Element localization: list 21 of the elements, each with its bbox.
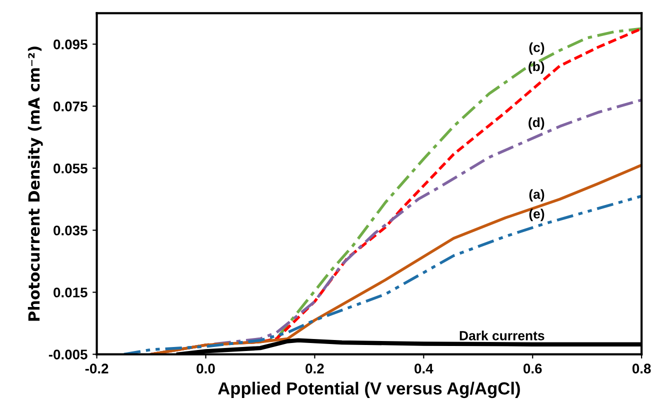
series-label: (b) [528,61,544,74]
x-tick-label: 0.8 [632,364,651,374]
x-tick-label: 0.6 [524,364,542,374]
y-axis-title: Photocurrent Density (mA cm⁻²) [28,46,43,321]
series-label: Dark currents [460,330,544,340]
x-tick-label: 0.2 [306,364,324,374]
y-tick-label: 0.075 [54,102,88,112]
x-tick-label: -0.2 [85,364,108,374]
x-tick-label: 0.0 [196,364,215,374]
series-label: (c) [529,42,544,55]
y-tick-label: 0.055 [54,164,88,174]
y-tick-label: 0.035 [54,226,88,236]
series-label: (e) [529,208,544,222]
x-tick-label: 0.4 [414,364,434,374]
series-label: (d) [528,117,544,130]
y-tick-label: 0.015 [54,288,88,298]
x-axis-title: Applied Potential (V versus Ag/AgCl) [218,382,520,398]
line-series [150,164,642,354]
series-label: (a) [529,189,544,202]
y-tick-label: 0.095 [54,40,88,50]
y-tick-label: -0.005 [48,350,88,360]
